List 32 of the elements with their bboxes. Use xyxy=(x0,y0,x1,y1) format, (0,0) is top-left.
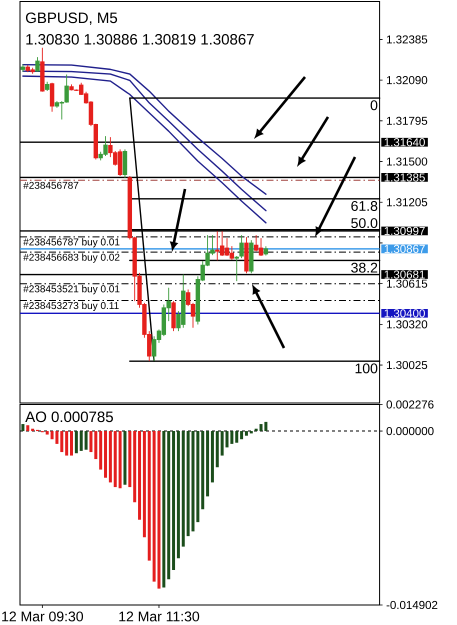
annotation: 38.2 xyxy=(351,262,378,273)
annotation: 50.0 xyxy=(351,218,378,228)
y-tick-label: 0.002276 xyxy=(386,400,434,409)
y-tick-label: 1.32385 xyxy=(386,35,428,44)
y-tick-label: 1.30025 xyxy=(386,360,428,370)
y-tick-label: 1.30615 xyxy=(386,280,428,288)
annotation: #238456683 buy 0.02 xyxy=(23,253,120,263)
text: GBPUSD, M5 xyxy=(26,12,118,25)
annotation: #238453521 buy 0.01 xyxy=(23,285,120,294)
y-tick-label: 1.31205 xyxy=(386,198,428,206)
annotation: #238456787 buy 0.01 xyxy=(23,238,120,248)
ref-line-label: 1.30867 xyxy=(384,244,425,253)
chart-title: AO 0.000785 xyxy=(25,412,113,422)
y-tick-label: 1.32090 xyxy=(386,76,428,84)
annotation: #238456787 xyxy=(23,182,78,189)
ref-line-label: 1.30400 xyxy=(384,309,425,318)
y-tick-label: -0.014902 xyxy=(386,600,438,610)
x-tick-label: 12 Mar 09:30 xyxy=(2,612,84,622)
ref-line-label: 1.31385 xyxy=(384,173,425,182)
text: 1.30830 1.30886 1.30819 1.30867 xyxy=(26,34,254,45)
x-tick-label: 12 Mar 11:30 xyxy=(119,612,200,622)
ref-line-label: 1.30681 xyxy=(384,270,425,279)
annotation: #238453273 buy 0.11 xyxy=(23,302,119,312)
annotation: 0 xyxy=(370,100,378,110)
annotation: 61.8 xyxy=(351,201,378,211)
y-tick-label: 1.30320 xyxy=(386,320,428,328)
ref-line-label: 1.31640 xyxy=(384,138,425,146)
annotation: 100 xyxy=(356,363,378,374)
y-tick-label: 0.000000 xyxy=(386,426,434,436)
y-tick-label: 1.31795 xyxy=(386,116,428,125)
ref-line-label: 1.30997 xyxy=(384,226,425,236)
y-tick-label: 1.31500 xyxy=(386,157,428,166)
